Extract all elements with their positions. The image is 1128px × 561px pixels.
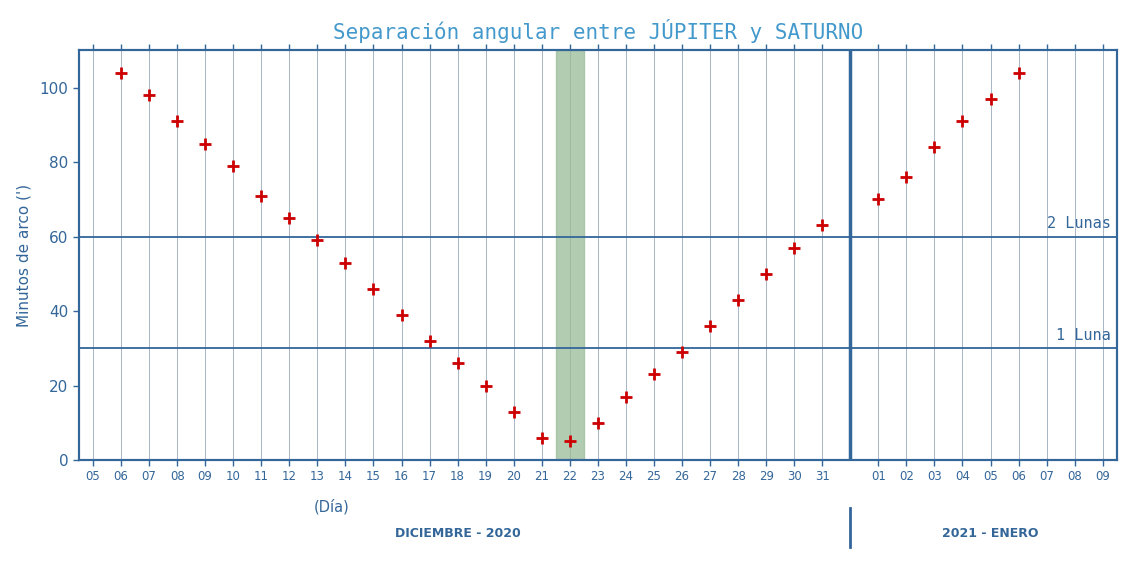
Text: (Día): (Día): [314, 499, 350, 515]
Text: 2 Lunas: 2 Lunas: [1047, 216, 1111, 231]
Title: Separación angular entre JÚPITER y SATURNO: Separación angular entre JÚPITER y SATUR…: [333, 20, 863, 43]
Bar: [556, 50, 584, 460]
Text: 2021 - ENERO: 2021 - ENERO: [942, 527, 1039, 540]
Y-axis label: Minutos de arco ('): Minutos de arco ('): [16, 183, 32, 327]
Text: DICIEMBRE - 2020: DICIEMBRE - 2020: [395, 527, 520, 540]
Text: 1 Luna: 1 Luna: [1056, 328, 1111, 343]
